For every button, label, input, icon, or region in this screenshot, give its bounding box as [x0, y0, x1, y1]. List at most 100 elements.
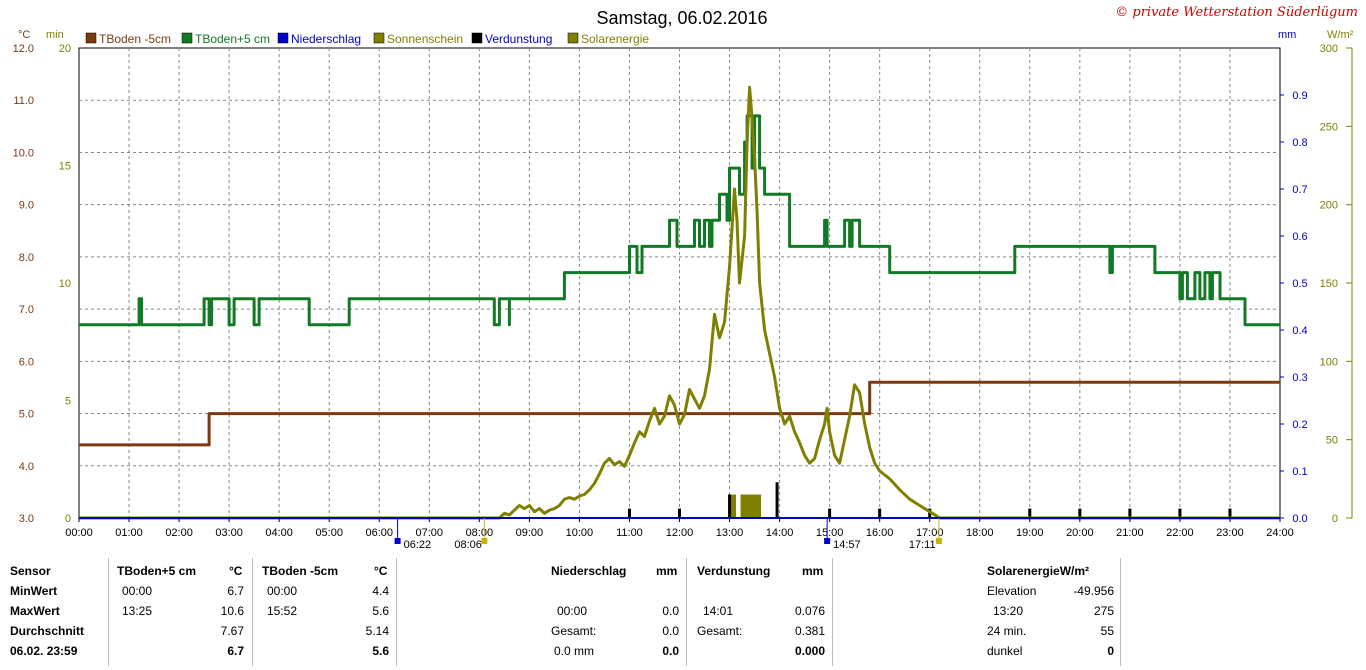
row-label-avg: Durchschnitt [10, 624, 85, 638]
bar-verdunstung [775, 482, 779, 518]
legend-swatch [471, 32, 483, 44]
sensor-header: Sensor [10, 564, 51, 578]
legend: TBoden -5cm TBoden+5 cm Niederschlag Sonnen… [85, 32, 649, 46]
bar-sonnenschein [755, 494, 759, 518]
solar-elev-label: Elevation [987, 584, 1037, 598]
solar-dark-val: 0 [1107, 644, 1114, 658]
sun-marker-label: 06:22 [404, 539, 432, 551]
bar-sonnenschein [750, 494, 754, 518]
wm2-tick-label: 200 [1320, 200, 1338, 212]
solar-header: SolarenergieW/m² [987, 564, 1090, 578]
tbm5-min-time: 00:00 [267, 584, 298, 598]
tb5-unit: °C [229, 564, 243, 578]
min-tick-label: 20 [59, 43, 71, 55]
sun-marker [481, 538, 488, 544]
tbm5-current-val: 5.6 [372, 644, 389, 658]
row-label-min: MinWert [10, 584, 58, 598]
x-tick-label: 10:00 [566, 527, 594, 539]
x-tick-label: 04:00 [265, 527, 293, 539]
x-tick-label: 08:00 [466, 527, 494, 539]
chart-grid [78, 47, 1281, 519]
bar-sonnenschein [743, 494, 747, 518]
nied-total-val: 0.0 [662, 624, 679, 638]
sun-marker-label: 17:11 [909, 539, 936, 551]
tbm5-min-val: 4.4 [372, 584, 389, 598]
series-tboden-5cm [79, 380, 1280, 447]
verd-max-val: 0.076 [794, 604, 825, 618]
tb5-header: TBoden+5 cm [117, 564, 197, 578]
min-tick-label: 5 [65, 396, 71, 408]
tb5-max-time: 13:25 [122, 604, 153, 618]
x-tick-label: 17:00 [916, 527, 944, 539]
legend-swatch [567, 32, 579, 44]
mm-tick-label: 0.7 [1292, 184, 1307, 196]
legend-swatch [277, 32, 289, 44]
tb5-min-val: 6.7 [227, 584, 244, 598]
x-tick-label: 03:00 [215, 527, 243, 539]
legend-swatch [373, 32, 385, 44]
legend-label: Verdunstung [485, 32, 552, 46]
x-tick-label: 13:00 [716, 527, 744, 539]
wm2-tick-label: 300 [1320, 43, 1338, 55]
tbm5-max-time: 15:52 [267, 604, 298, 618]
celsius-tick-label: 9.0 [19, 200, 34, 212]
mm-tick-label: 0.4 [1292, 325, 1307, 337]
bar-sonnenschein [753, 494, 757, 518]
solar-24min-label: 24 min. [987, 624, 1027, 638]
bar-sonnenschein [758, 494, 762, 518]
legend-label: Solarenergie [581, 32, 649, 46]
celsius-tick-label: 8.0 [19, 252, 34, 264]
tb5-current-val: 6.7 [227, 644, 244, 658]
x-tick-label: 07:00 [416, 527, 444, 539]
celsius-tick-label: 11.0 [13, 95, 34, 107]
x-tick-label: 06:00 [365, 527, 393, 539]
bar-verdunstung [627, 508, 631, 518]
bar-verdunstung [1228, 508, 1232, 518]
bar-sonnenschein [748, 494, 752, 518]
wm2-tick-label: 50 [1326, 435, 1338, 447]
x-tick-label: 05:00 [315, 527, 343, 539]
min-tick-label: 0 [65, 513, 71, 525]
sun-marker-label: 08:06 [454, 539, 482, 551]
wm2-tick-label: 100 [1320, 356, 1338, 368]
legend-swatch [85, 32, 97, 44]
legend-label: Sonnenschein [387, 32, 463, 46]
x-tick-label: 19:00 [1016, 527, 1044, 539]
x-tick-label: 23:00 [1216, 527, 1244, 539]
wm2-unit: W/m² [1327, 29, 1354, 41]
sun-marker-label: 14:57 [833, 539, 861, 551]
legend-label: TBoden -5cm [99, 32, 171, 46]
tb5-avg-val: 7.67 [220, 624, 244, 638]
legend-label: TBoden+5 cm [195, 32, 270, 46]
celsius-tick-label: 7.0 [19, 304, 34, 316]
series-solarenergie [79, 85, 1280, 520]
solar-elev-val: -49.956 [1073, 584, 1114, 598]
solar-max-val: 275 [1093, 604, 1114, 618]
bar-sonnenschein [745, 494, 749, 518]
x-tick-label: 22:00 [1166, 527, 1194, 539]
legend-swatch [181, 32, 193, 44]
verd-unit: mm [802, 564, 824, 578]
mm-tick-label: 0.9 [1292, 90, 1307, 102]
tbm5-avg-val: 5.14 [365, 624, 389, 638]
copyright-notice: © private Wetterstation Süderlügum [1115, 5, 1358, 20]
celsius-tick-label: 6.0 [19, 356, 34, 368]
mm-tick-label: 0.6 [1292, 231, 1307, 243]
x-tick-label: 18:00 [966, 527, 994, 539]
tbm5-max-val: 5.6 [372, 604, 389, 618]
mm-tick-label: 0.3 [1292, 372, 1307, 384]
nied-current-val: 0.0 [662, 644, 679, 658]
x-tick-label: 11:00 [616, 527, 643, 539]
x-tick-label: 20:00 [1066, 527, 1094, 539]
celsius-tick-label: 5.0 [19, 409, 34, 421]
series-tboden-5-cm [79, 114, 1280, 327]
verd-total-label: Gesamt: [697, 624, 743, 638]
weather-chart: 00:00 01:00 02:00 03:00 04:00 05:00 06:00 07:00… [13, 8, 1354, 551]
nied-header: Niederschlag [551, 564, 627, 578]
sun-marker [935, 538, 942, 544]
verd-max-time: 14:01 [703, 604, 734, 618]
x-tick-label: 12:00 [666, 527, 694, 539]
nied-current-label: 0.0 mm [554, 644, 595, 658]
chart-title: Samstag, 06.02.2016 [596, 8, 767, 28]
mm-tick-label: 0.0 [1292, 513, 1307, 525]
